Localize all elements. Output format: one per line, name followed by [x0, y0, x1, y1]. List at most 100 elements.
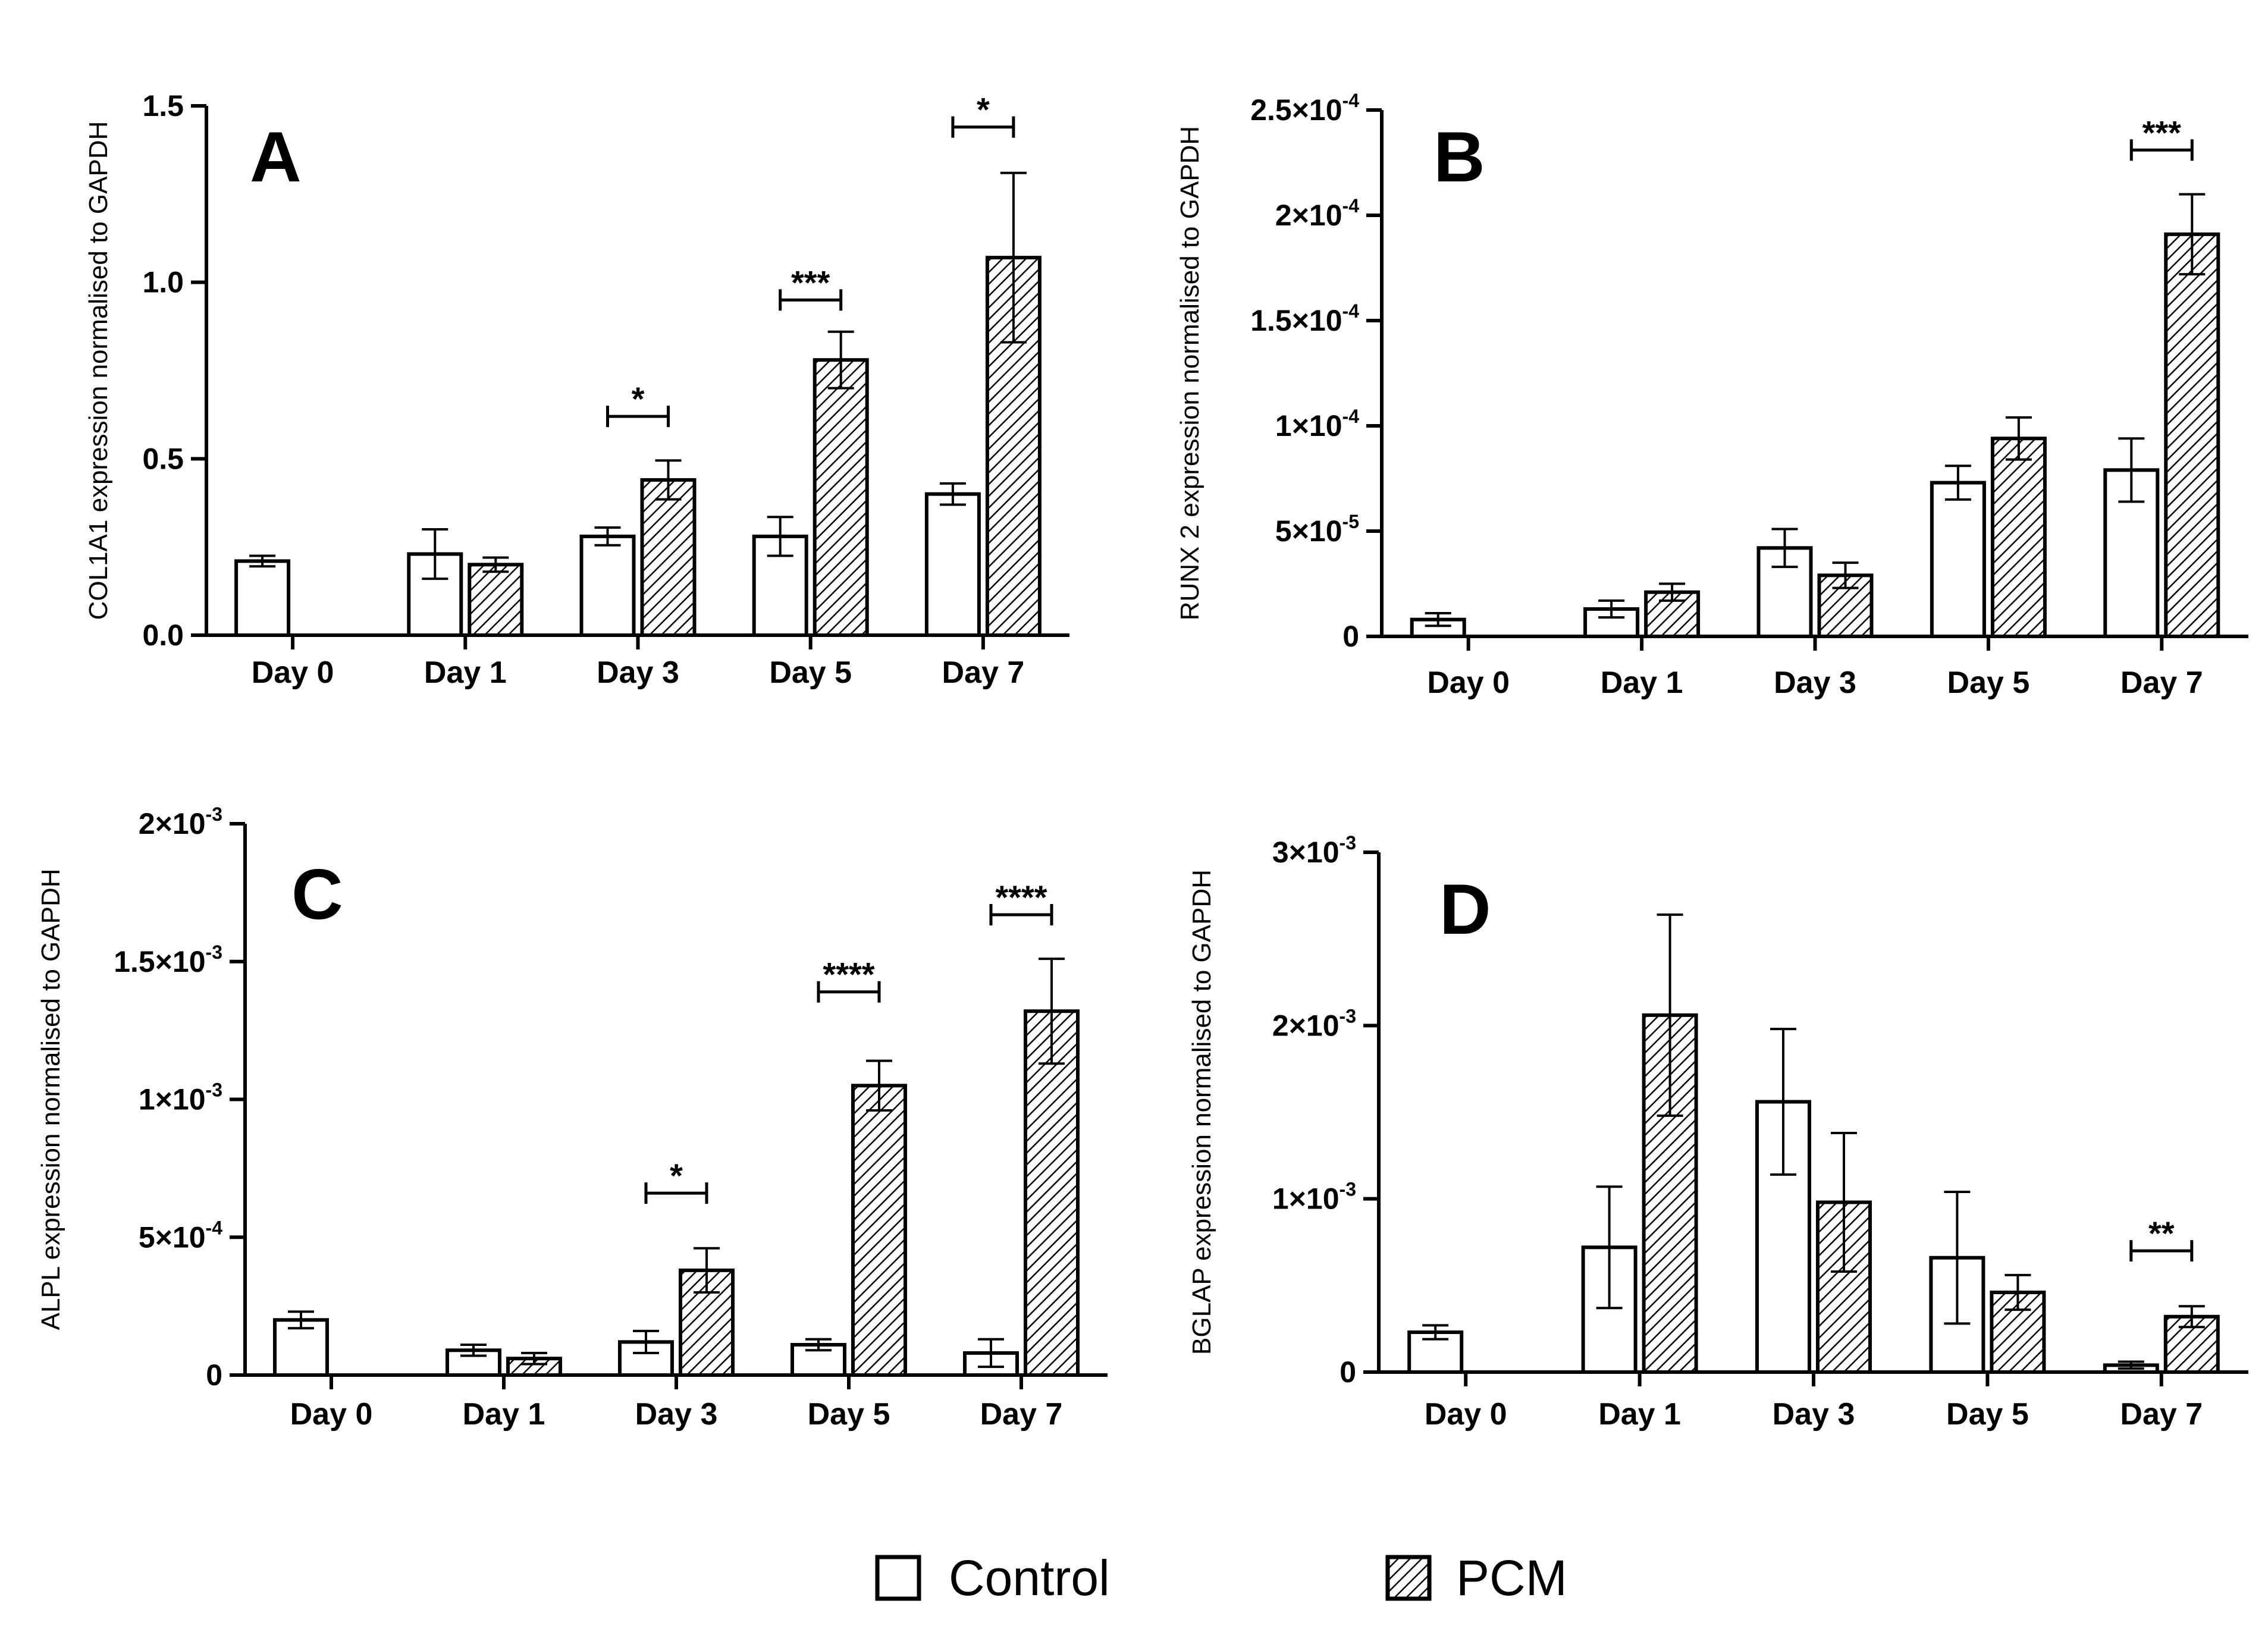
error-bar: [939, 482, 966, 506]
y-tick-label: 1.5: [142, 89, 184, 123]
y-axis-title: BGLAP expression normalised to GAPDH: [1187, 870, 1216, 1355]
error-bar: [1944, 465, 1971, 501]
error-bar: [1832, 561, 1859, 589]
bar-control: [579, 534, 636, 637]
error-bar: [1422, 1324, 1449, 1341]
significance-label: ***: [2142, 114, 2182, 151]
error-bar: [1944, 1191, 1971, 1325]
error-bar: [827, 330, 854, 390]
bar-pcm: [813, 358, 869, 637]
panel-label: C: [291, 855, 343, 934]
significance-label: ***: [791, 263, 830, 301]
x-tick-label: Day 5: [1946, 1397, 2029, 1432]
error-bar: [2005, 1273, 2031, 1311]
significance-bracket: [2129, 1240, 2194, 1262]
y-axis-title: ALPL expression normalised to GAPDH: [36, 868, 65, 1330]
x-tick-label: Day 0: [1427, 666, 1510, 700]
legend: Control PCM: [875, 1550, 1567, 1606]
y-tick-label: 0: [1340, 1355, 1356, 1389]
error-bar: [694, 1247, 720, 1294]
error-bar: [249, 554, 276, 568]
error-bar: [2118, 1360, 2144, 1370]
panel-b: 0 5×10-5 1×10-4 1.5×10-4 2×10-4 2.5×10-4 Day 0…: [1175, 90, 2248, 700]
x-tick-label: Day 0: [1425, 1397, 1507, 1432]
bar-pcm: [1024, 1009, 1080, 1377]
legend-swatch-control: [875, 1555, 921, 1601]
bar-control: [1581, 1245, 1638, 1374]
error-bar: [594, 526, 621, 547]
x-tick-label: Day 1: [463, 1397, 545, 1432]
significance-bracket: [817, 981, 881, 1003]
bar-control: [924, 492, 981, 638]
legend-label-pcm: PCM: [1456, 1550, 1567, 1606]
significance-bracket: [606, 406, 670, 428]
panel-label: A: [250, 117, 302, 197]
y-tick-label: 2×10-3: [1272, 1005, 1356, 1042]
y-tick-label: 5×10-4: [139, 1217, 222, 1254]
significance-bracket: [989, 903, 1053, 925]
y-axis-title: RUNX 2 expression normalised to GAPDH: [1175, 126, 1204, 620]
y-tick-label: 2×10-3: [139, 804, 222, 840]
y-tick-label: 2.5×10-4: [1250, 90, 1359, 127]
y-tick-label: 5×10-5: [1275, 511, 1359, 548]
y-tick-label: 1×10-4: [1275, 406, 1359, 442]
x-tick-label: Day 5: [1947, 666, 2030, 700]
panel-label: B: [1433, 117, 1485, 197]
bar-control: [234, 559, 291, 638]
error-bar: [1596, 1185, 1623, 1310]
y-tick-label: 3×10-3: [1272, 832, 1356, 869]
bar-control: [1930, 481, 1986, 639]
error-bar: [805, 1338, 832, 1352]
error-bar: [633, 1329, 659, 1354]
error-bar: [1425, 612, 1451, 627]
y-tick-label: 1×10-3: [139, 1079, 222, 1116]
panel-label: D: [1439, 870, 1491, 949]
significance-label: ****: [995, 878, 1047, 916]
bar-control: [407, 552, 463, 637]
error-bar: [1000, 171, 1027, 344]
error-bar: [1770, 1028, 1796, 1176]
error-bar: [1659, 582, 1686, 602]
bar-pcm: [1990, 437, 2047, 638]
y-tick-label: 1.5×10-3: [114, 941, 222, 978]
error-bar: [1831, 1131, 1857, 1273]
y-tick-label: 0: [206, 1358, 222, 1392]
significance-bracket: [644, 1182, 708, 1204]
x-tick-label: Day 3: [635, 1397, 718, 1432]
y-tick-label: 0.5: [142, 442, 184, 475]
x-tick-label: Day 1: [424, 655, 507, 690]
y-tick-label: 2×10-4: [1275, 195, 1359, 232]
y-axis-title: COL1A1 expression normalised to GAPDH: [84, 121, 113, 620]
error-bar: [2005, 416, 2032, 461]
error-bar: [482, 556, 509, 573]
legend-swatch-pcm: [1385, 1555, 1432, 1601]
significance-label: *: [670, 1157, 683, 1194]
bar-pcm: [851, 1084, 907, 1377]
error-bar: [521, 1351, 547, 1366]
x-tick-label: Day 3: [1773, 1397, 1855, 1432]
error-bar: [767, 516, 793, 557]
significance-bracket: [2129, 139, 2194, 161]
x-tick-label: Day 5: [808, 1397, 890, 1432]
legend-label-control: Control: [949, 1550, 1110, 1606]
significance-bracket: [951, 116, 1015, 138]
bar-pcm: [640, 478, 697, 638]
x-tick-label: Day 7: [942, 655, 1025, 690]
x-tick-label: Day 7: [980, 1397, 1063, 1432]
error-bar: [288, 1310, 314, 1330]
y-tick-label: 1×10-3: [1272, 1179, 1356, 1216]
error-bar: [655, 459, 682, 501]
x-tick-label: Day 7: [2120, 1397, 2203, 1432]
error-bar: [1657, 913, 1683, 1117]
significance-label: *: [977, 91, 990, 128]
error-bar: [2179, 193, 2206, 276]
x-tick-label: Day 7: [2120, 666, 2203, 700]
error-bar: [866, 1059, 892, 1112]
error-bar: [422, 528, 448, 580]
error-bar: [1039, 958, 1065, 1065]
significance-label: *: [632, 380, 645, 418]
x-tick-label: Day 1: [1601, 666, 1683, 700]
